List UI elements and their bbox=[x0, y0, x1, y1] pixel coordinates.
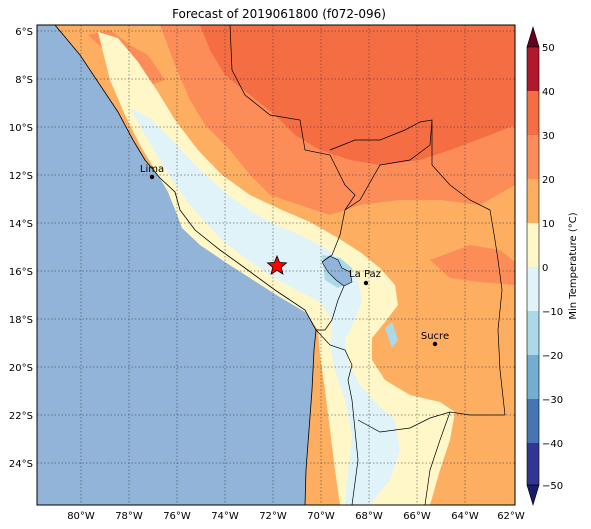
colorbar: 50 40 30 20 10 0 −10 −20 −30 −40 −50 Min… bbox=[526, 25, 579, 507]
lat-tick: 12°S bbox=[9, 171, 33, 182]
colorbar-band bbox=[527, 399, 539, 443]
colorbar-tick: −20 bbox=[542, 351, 563, 362]
colorbar-band bbox=[527, 47, 539, 91]
lat-tick: 18°S bbox=[9, 315, 33, 326]
lat-tick: 20°S bbox=[9, 363, 33, 374]
lat-tick: 10°S bbox=[9, 123, 33, 134]
lat-tick: 14°S bbox=[9, 219, 33, 230]
city-label-lima: Lima bbox=[140, 164, 164, 175]
colorbar-band bbox=[527, 179, 539, 223]
colorbar-tick: −10 bbox=[542, 307, 563, 318]
lat-tick: 6°S bbox=[15, 27, 33, 38]
colorbar-max-extend bbox=[526, 25, 540, 48]
colorbar-band bbox=[527, 311, 539, 355]
city-label-sucre: Sucre bbox=[421, 331, 449, 342]
lon-tick: 64°W bbox=[451, 511, 479, 522]
colorbar-band bbox=[527, 223, 539, 267]
plot-frame bbox=[36, 24, 516, 506]
lon-tick: 70°W bbox=[307, 511, 335, 522]
lon-tick: 80°W bbox=[67, 511, 95, 522]
border-bolivia-chile bbox=[315, 329, 359, 461]
border-bolivia-brazil bbox=[329, 119, 506, 416]
map-title: Forecast of 2019061800 (f072-096) bbox=[172, 7, 386, 21]
temp-band-30-40 bbox=[200, 25, 515, 165]
border-peru-brazil bbox=[229, 25, 356, 211]
temp-band-minus10-0 bbox=[130, 108, 400, 505]
lat-tick: 22°S bbox=[9, 411, 33, 422]
border-peru-bolivia bbox=[316, 209, 346, 331]
temp-patch-warm bbox=[430, 245, 515, 285]
forecast-location-star-icon bbox=[266, 254, 288, 275]
border-paraguay bbox=[424, 411, 451, 505]
temp-band-minus20-minus10 bbox=[385, 322, 398, 348]
lon-tick: 74°W bbox=[211, 511, 239, 522]
lake-titicaca bbox=[321, 255, 353, 287]
colorbar-label: Min Temperature (°C) bbox=[568, 212, 579, 319]
lon-tick: 78°W bbox=[115, 511, 143, 522]
colorbar-tick: 10 bbox=[542, 219, 555, 230]
lat-tick: 8°S bbox=[15, 75, 33, 86]
border-bolivia-argentina bbox=[357, 411, 505, 433]
colorbar-tick: −50 bbox=[542, 481, 563, 492]
colorbar-band bbox=[527, 135, 539, 179]
lon-tick: 68°W bbox=[355, 511, 383, 522]
city-marker-lima bbox=[149, 174, 155, 180]
lat-tick: 24°S bbox=[9, 459, 33, 470]
colorbar-band bbox=[527, 443, 539, 485]
city-label-la-paz: La Paz bbox=[349, 269, 381, 280]
coastline bbox=[54, 25, 317, 505]
colorbar-min-extend bbox=[526, 484, 540, 507]
lon-tick: 72°W bbox=[259, 511, 287, 522]
border-argentina-chile bbox=[351, 459, 359, 505]
city-marker-la-paz bbox=[363, 280, 369, 286]
colorbar-frame bbox=[526, 46, 540, 486]
lon-tick: 76°W bbox=[163, 511, 191, 522]
colorbar-band bbox=[527, 355, 539, 399]
colorbar-tick: −40 bbox=[542, 439, 563, 450]
colorbar-tick: 40 bbox=[542, 87, 555, 98]
colorbar-tick: −30 bbox=[542, 395, 563, 406]
colorbar-band bbox=[527, 267, 539, 311]
colorbar-tick: 20 bbox=[542, 175, 555, 186]
map-area: Lima La Paz Sucre bbox=[37, 25, 515, 505]
lon-tick: 62°W bbox=[497, 511, 525, 522]
colorbar-tick: 0 bbox=[542, 263, 548, 274]
lat-tick: 16°S bbox=[9, 267, 33, 278]
colorbar-tick: 50 bbox=[542, 43, 555, 54]
city-marker-sucre bbox=[432, 341, 438, 347]
gridlines bbox=[37, 25, 515, 505]
lon-tick: 66°W bbox=[403, 511, 431, 522]
colorbar-tick: 30 bbox=[542, 131, 555, 142]
latitude-ticks: 6°S 8°S 10°S 12°S 14°S 16°S 18°S 20°S 22… bbox=[9, 27, 33, 470]
colorbar-band bbox=[527, 91, 539, 135]
longitude-ticks: 80°W 78°W 76°W 74°W 72°W 70°W 68°W 66°W … bbox=[67, 511, 525, 522]
